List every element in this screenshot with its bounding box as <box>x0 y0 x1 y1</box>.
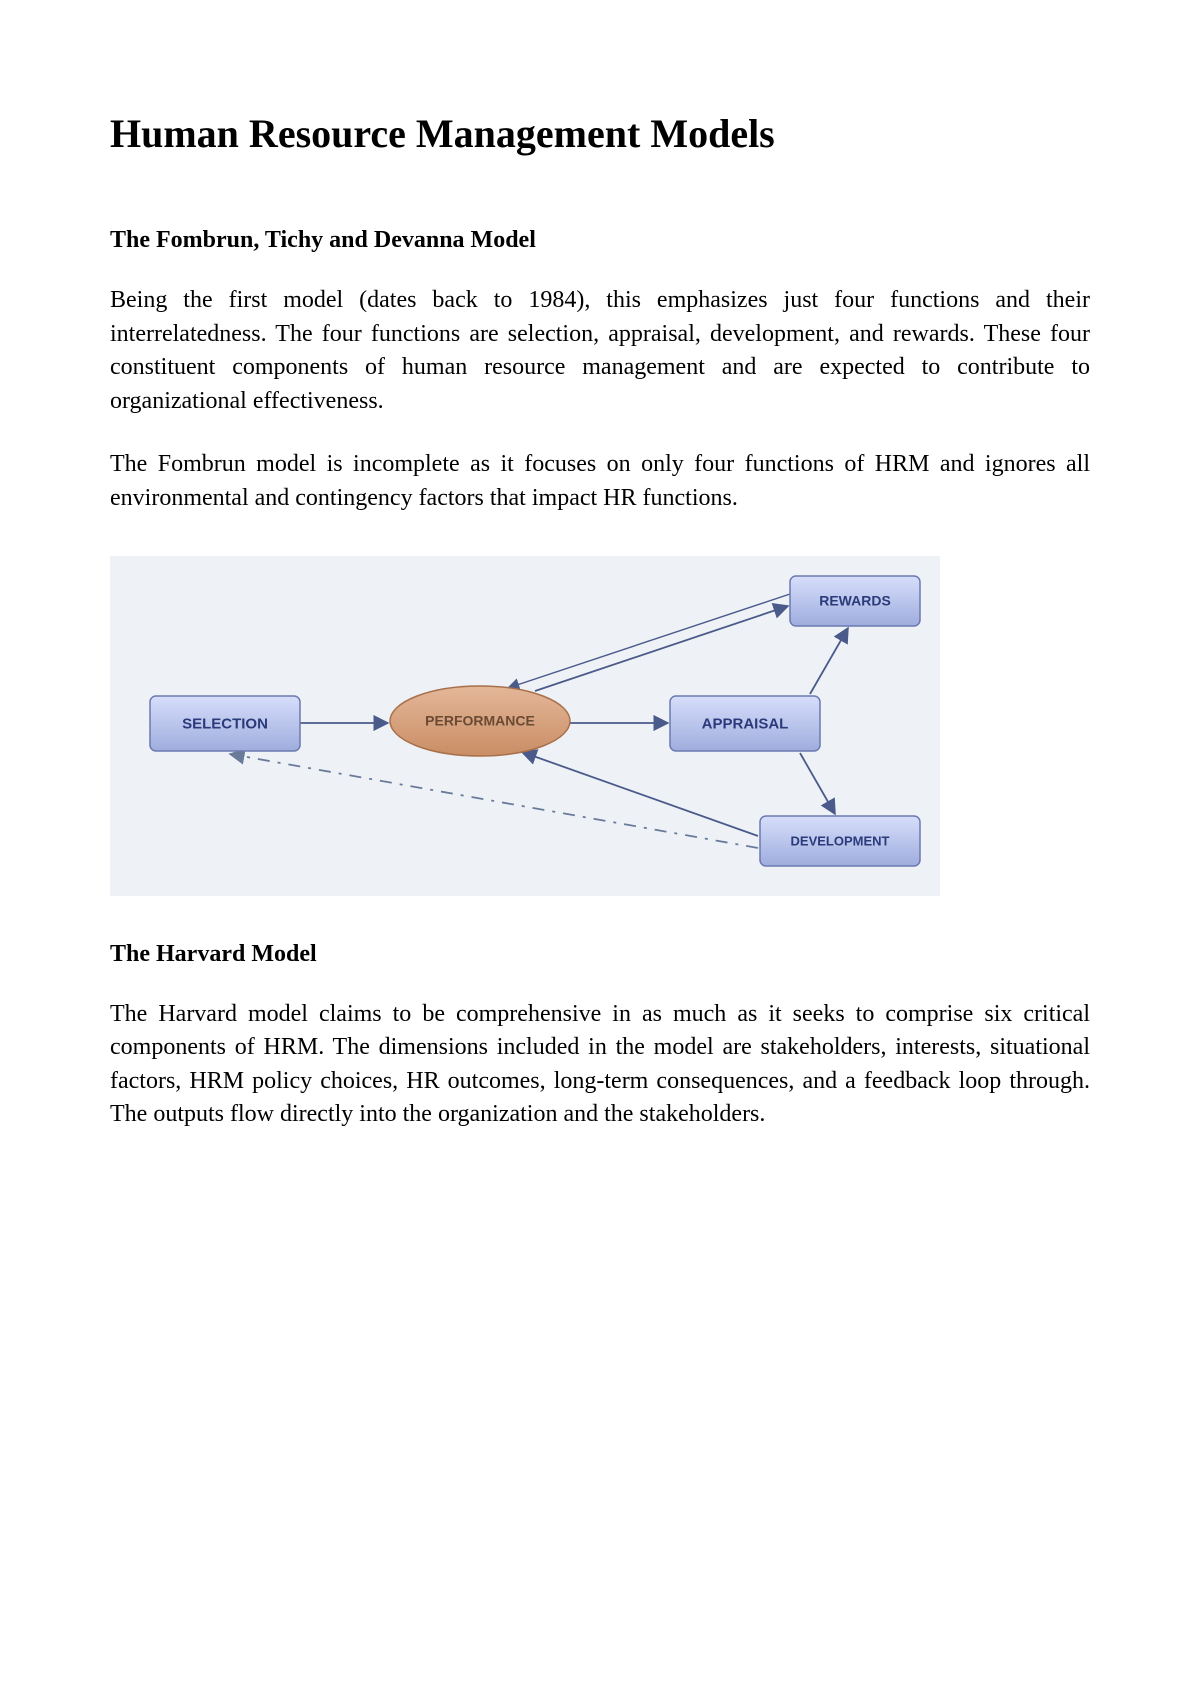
node-label-rewards: REWARDS <box>819 592 891 608</box>
paragraph-fombrun-1: Being the first model (dates back to 198… <box>110 284 1090 418</box>
node-label-development: DEVELOPMENT <box>791 833 890 848</box>
section-heading-fombrun: The Fombrun, Tichy and Devanna Model <box>110 227 1090 254</box>
fombrun-diagram: SELECTION PERFORMANCE APPRAISAL REWARDS DEVE… <box>110 556 1090 896</box>
node-label-selection: SELECTION <box>182 715 268 732</box>
paragraph-fombrun-2: The Fombrun model is incomplete as it fo… <box>110 448 1090 515</box>
node-label-performance: PERFORMANCE <box>425 712 535 728</box>
fombrun-flowchart-svg: SELECTION PERFORMANCE APPRAISAL REWARDS DEVE… <box>110 556 940 896</box>
section-heading-harvard: The Harvard Model <box>110 941 1090 968</box>
node-label-appraisal: APPRAISAL <box>702 715 789 732</box>
paragraph-harvard-1: The Harvard model claims to be comprehen… <box>110 998 1090 1132</box>
page-title: Human Resource Management Models <box>110 110 1090 157</box>
